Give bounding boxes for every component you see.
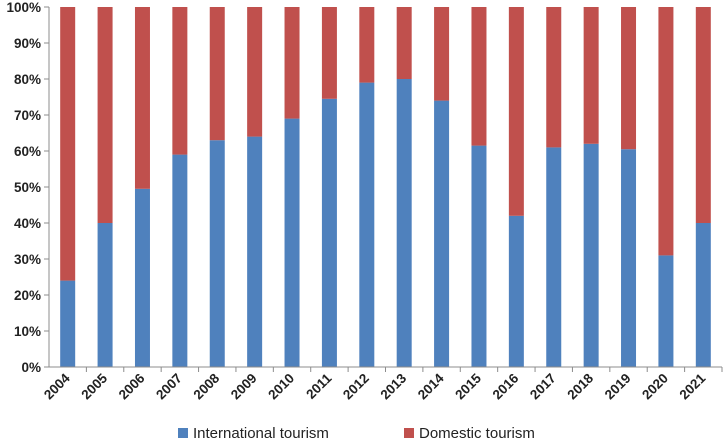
y-axis: 0% 10% 20% 30% 40% 50% 60% 70% 80% 90% 100%: [6, 0, 50, 375]
legend: International tourism Domestic tourism: [178, 425, 535, 441]
y-tick-label: 70%: [14, 108, 41, 123]
bar-domestic-2015: [471, 7, 487, 146]
x-tick-label: 2004: [41, 370, 73, 402]
y-tick-label: 10%: [14, 324, 41, 339]
bar-international-2017: [546, 147, 562, 367]
bar-international-2016: [508, 215, 524, 367]
x-tick-label: 2008: [191, 370, 223, 402]
bar-domestic-2017: [546, 7, 562, 148]
x-tick-label: 2016: [490, 370, 522, 402]
bar-domestic-2012: [359, 7, 375, 83]
bar-international-2019: [621, 149, 637, 367]
legend-label: Domestic tourism: [419, 425, 535, 441]
y-tick-label: 40%: [14, 216, 41, 231]
x-tick-label: 2006: [116, 370, 148, 402]
legend-swatch: [178, 428, 188, 438]
bar-domestic-2005: [97, 7, 113, 223]
bar-international-2015: [471, 145, 487, 367]
bar-international-2020: [658, 255, 674, 367]
x-axis: 2004 2005 2006 2007 2008 2009 2010 2011 2012 2013…: [41, 366, 723, 403]
y-tick-label: 90%: [14, 36, 41, 51]
y-tick-label: 0%: [21, 360, 41, 375]
legend-swatch: [404, 428, 414, 438]
bar-domestic-2008: [209, 7, 225, 141]
bar-international-2008: [209, 140, 225, 367]
bar-domestic-2020: [658, 7, 674, 256]
bar-domestic-2021: [695, 7, 711, 223]
bar-domestic-2018: [583, 7, 599, 144]
bar-international-2011: [321, 98, 337, 368]
bar-international-2012: [359, 82, 375, 367]
bar-international-2014: [434, 100, 450, 367]
bar-international-2021: [695, 223, 711, 367]
x-tick-label: 2005: [78, 370, 110, 402]
bar-international-2005: [97, 223, 113, 367]
bar-international-2010: [284, 118, 300, 367]
x-tick-label: 2017: [527, 371, 559, 403]
bar-domestic-2009: [247, 7, 263, 137]
y-tick-label: 20%: [14, 288, 41, 303]
y-tick-label: 100%: [6, 0, 41, 15]
x-tick-label: 2019: [602, 371, 634, 403]
bar-domestic-2014: [434, 7, 450, 101]
y-tick-label: 30%: [14, 252, 41, 267]
bar-domestic-2006: [134, 7, 150, 189]
bar-international-2004: [60, 280, 76, 367]
x-tick-label: 2009: [228, 371, 260, 403]
legend-domestic: Domestic tourism: [404, 425, 535, 441]
x-tick-label: 2014: [415, 370, 447, 402]
y-tick-label: 50%: [14, 180, 41, 195]
bar-domestic-2013: [396, 7, 412, 79]
bar-international-2009: [247, 136, 263, 367]
legend-label: International tourism: [193, 425, 329, 441]
x-tick-label: 2021: [677, 370, 709, 402]
bar-international-2018: [583, 143, 599, 367]
x-tick-label: 2007: [153, 371, 185, 403]
bar-domestic-2004: [60, 7, 76, 281]
y-tick-label: 80%: [14, 72, 41, 87]
x-tick-label: 2012: [340, 371, 372, 403]
y-tick-label: 60%: [14, 144, 41, 159]
x-tick-label: 2015: [452, 370, 484, 402]
x-tick-label: 2013: [377, 370, 409, 402]
bar-domestic-2007: [172, 7, 188, 155]
bar-domestic-2016: [508, 7, 524, 216]
bars: [60, 7, 711, 368]
bar-international-2006: [134, 188, 150, 367]
x-tick-label: 2020: [639, 371, 671, 403]
x-tick-label: 2010: [265, 371, 297, 403]
legend-international: International tourism: [178, 425, 329, 441]
bar-domestic-2011: [321, 7, 337, 99]
x-tick-label: 2018: [564, 370, 596, 402]
bar-domestic-2010: [284, 7, 300, 119]
x-tick-label: 2011: [303, 370, 335, 402]
bar-international-2007: [172, 154, 188, 367]
bar-international-2013: [396, 79, 412, 367]
bar-domestic-2019: [621, 7, 637, 150]
